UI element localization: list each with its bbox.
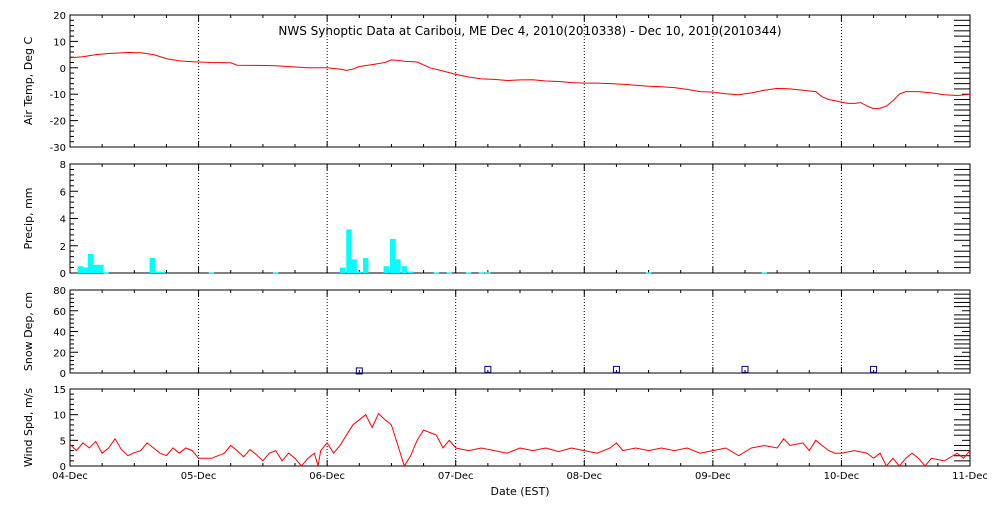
snow-depth-y-tick-label: 20 (53, 348, 66, 359)
x-tick-label: 10-Dec (824, 471, 860, 482)
snow-depth-point (484, 365, 492, 373)
precip-bar (208, 272, 215, 274)
snow-depth-y-tick-label: 60 (53, 307, 66, 318)
panel-precip: 8 6 4 2 0 Precip, mm (22, 160, 971, 280)
x-tick-label: 11-Dec (952, 471, 988, 482)
precip-bar (159, 271, 166, 273)
air-temp-y-tick-label: 20 (53, 11, 66, 22)
x-tick-label: 05-Dec (181, 471, 217, 482)
precip-bar (87, 253, 94, 273)
precip-bar (77, 266, 83, 273)
precip-bar (390, 238, 396, 273)
snow-depth-point (355, 367, 363, 375)
precip-bar (356, 271, 362, 273)
air-temp-y-tick-label: -30 (50, 143, 66, 154)
x-tick-label: 07-Dec (438, 471, 474, 482)
x-tick-label: 08-Dec (566, 471, 602, 482)
precip-y-tick-label: 0 (60, 269, 66, 280)
precip-bar (149, 258, 155, 273)
precip-y-tick-label: 6 (60, 187, 66, 198)
snow-depth-y-tick-label: 0 (60, 369, 66, 380)
precip-bar (478, 272, 485, 274)
precip-y-axis-title: Precip, mm (22, 188, 35, 250)
precip-bar (339, 267, 346, 273)
panel-wind-speed: 15 10 5 0 Wind Spd, m/s 04-Dec 05-Dec 06-Dec 07-… (22, 385, 988, 482)
precip-bar (761, 272, 767, 274)
x-tick-label: 06-Dec (309, 471, 345, 482)
wind-speed-y-tick-label: 15 (53, 385, 66, 396)
precip-bar (383, 266, 389, 273)
snow-depth-point (741, 365, 749, 373)
snow-depth-point (870, 365, 878, 373)
wind-speed-y-tick-label: 5 (60, 436, 66, 447)
panel-snow-depth: 80 60 40 20 0 Snow Dep, cm (22, 286, 971, 380)
wind-speed-y-tick-label: 10 (53, 411, 66, 422)
precip-bar (401, 266, 407, 273)
precip-bar (98, 264, 104, 273)
precip-y-tick-label: 8 (60, 160, 66, 171)
air-temp-y-axis-title: Air Temp, Deg C (22, 37, 35, 126)
precip-bar (465, 272, 472, 274)
precip-bar (103, 272, 109, 274)
wind-speed-y-tick-label: 0 (60, 462, 66, 473)
x-tick-label: 09-Dec (695, 471, 731, 482)
air-temp-y-tick-label: 10 (53, 37, 66, 48)
wind-speed-y-axis-title: Wind Spd, m/s (22, 388, 35, 468)
precip-bar (154, 271, 161, 273)
chart-title: NWS Synoptic Data at Caribou, ME Dec 4, … (278, 24, 781, 38)
precip-bar (485, 272, 491, 274)
wind-speed-series-line (69, 412, 971, 468)
precip-bar (433, 272, 440, 274)
air-temp-y-tick-label: -10 (50, 90, 66, 101)
air-temp-y-tick-label: 0 (60, 64, 66, 75)
precip-bar (645, 272, 652, 274)
precip-bar (82, 267, 89, 273)
snow-depth-y-axis-title: Snow Dep, cm (22, 292, 35, 371)
precip-bar (273, 272, 279, 274)
precip-bar (346, 229, 352, 273)
snow-depth-point (612, 365, 620, 373)
snow-depth-y-tick-label: 40 (53, 328, 66, 339)
precip-bar (408, 271, 414, 273)
snow-depth-y-tick-label: 80 (53, 286, 66, 297)
precip-bar (351, 259, 357, 273)
precip-y-tick-label: 4 (60, 215, 66, 226)
precip-bar (93, 264, 99, 273)
x-tick-label: 04-Dec (52, 471, 88, 482)
precip-bar (363, 258, 369, 273)
air-temp-series-line (69, 51, 971, 110)
panel-air-temp: 20 10 0 -10 -20 -30 Air Temp, Deg C (22, 11, 971, 154)
air-temp-y-tick-label: -20 (50, 117, 66, 128)
x-axis-title: Date (EST) (490, 485, 549, 498)
precip-bar (446, 272, 452, 274)
precip-bar (395, 259, 401, 273)
precip-y-tick-label: 2 (60, 242, 66, 253)
